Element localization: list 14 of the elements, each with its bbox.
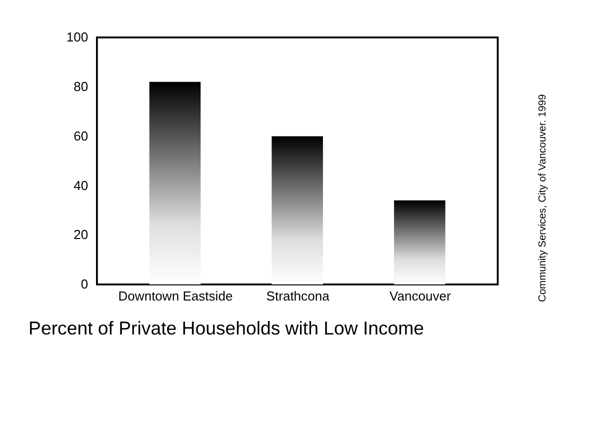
bar <box>149 82 201 284</box>
y-tick-label: 40 <box>74 178 88 193</box>
x-tick-label: Vancouver <box>389 288 452 304</box>
y-tick-label: 60 <box>74 128 88 144</box>
bar <box>394 200 446 284</box>
text: Percent of Private Households with Low Income <box>28 318 424 339</box>
bar <box>272 136 323 284</box>
y-tick-label: 20 <box>74 227 88 242</box>
x-tick-label: Downtown Eastside <box>118 288 233 304</box>
y-tick-label: 100 <box>66 30 88 45</box>
x-tick-label: Strathcona <box>266 288 330 304</box>
y-tick-label: 80 <box>74 78 88 94</box>
y-tick-label: 0 <box>80 276 88 292</box>
text: Community Services, City of Vancouver. 1999 <box>537 94 548 302</box>
